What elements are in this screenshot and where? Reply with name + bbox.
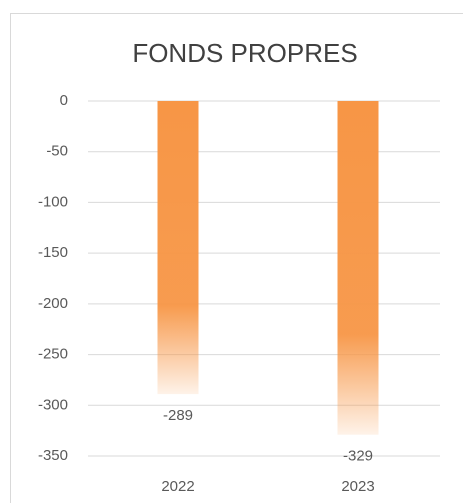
y-tick-label: 0: [60, 92, 68, 109]
bar: [157, 101, 199, 395]
y-tick-label: -250: [38, 346, 68, 363]
y-tick-label: -150: [38, 244, 68, 261]
y-tick-label: -50: [46, 143, 68, 160]
chart-title: FONDS PROPRES: [132, 38, 357, 68]
data-label: -329: [343, 448, 373, 465]
y-tick-label: -100: [38, 193, 68, 210]
x-tick-label: 2022: [161, 478, 194, 495]
bar: [337, 101, 379, 435]
y-tick-label: -200: [38, 295, 68, 312]
y-tick-label: -300: [38, 396, 68, 413]
y-tick-label: -350: [38, 447, 68, 464]
data-label: -289: [163, 407, 193, 424]
chart-frame: [10, 13, 463, 503]
x-tick-label: 2023: [341, 478, 374, 495]
